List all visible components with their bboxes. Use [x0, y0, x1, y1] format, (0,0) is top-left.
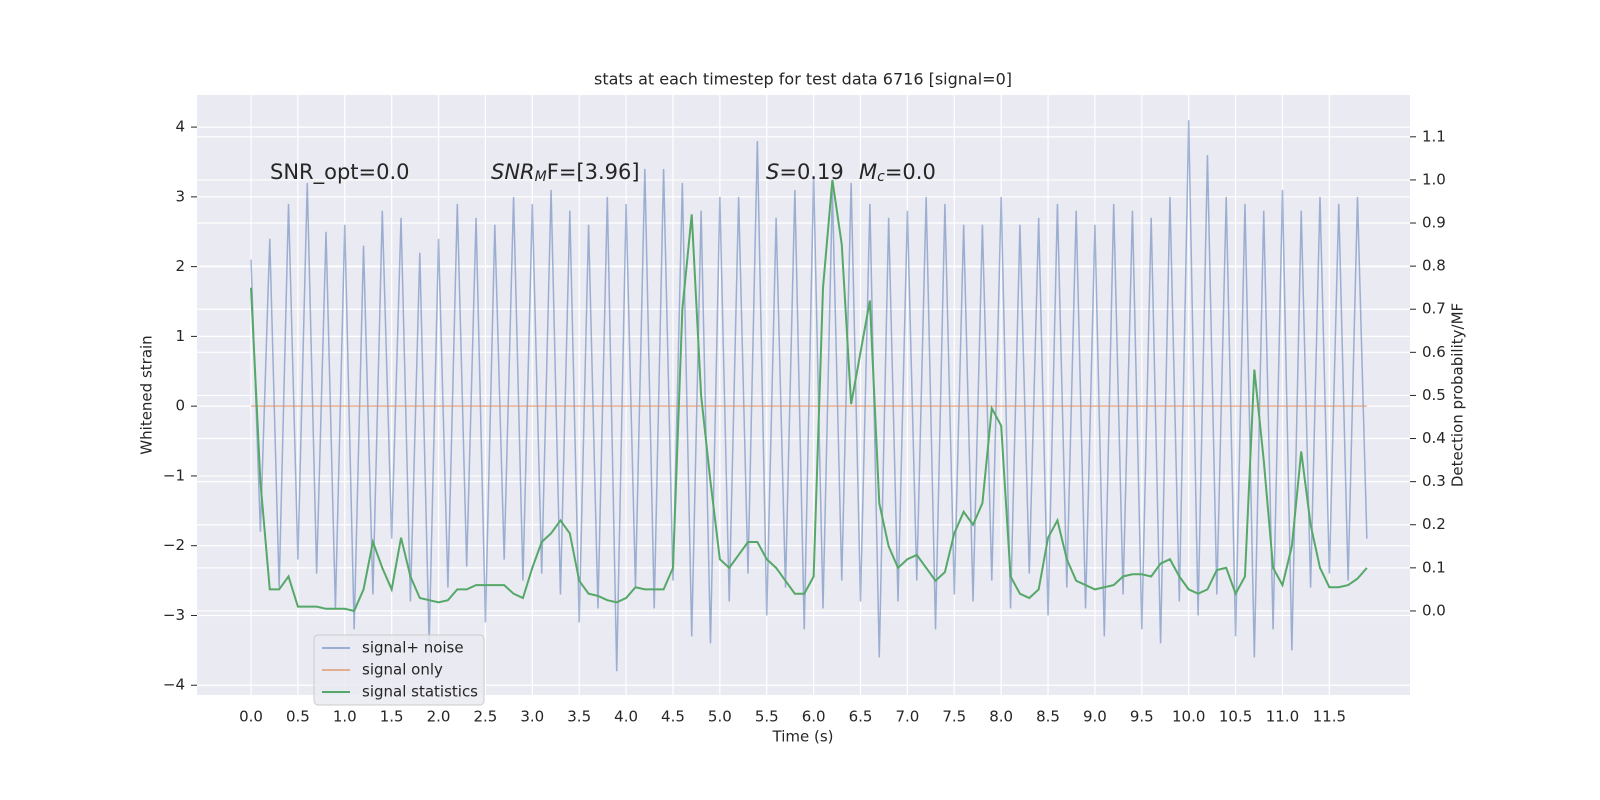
annotation: Mc=0.0 [859, 160, 936, 185]
y2-tick-label: 0.3 [1422, 472, 1446, 490]
y-tick-label: −2 [163, 536, 185, 554]
y2-tick-label: 0.4 [1422, 429, 1446, 447]
x-tick-label: 5.0 [708, 708, 732, 726]
y-tick-label: 0 [175, 397, 185, 415]
y2-tick-label: 0.0 [1422, 601, 1446, 619]
x-tick-label: 11.0 [1266, 708, 1299, 726]
y-tick-label: 3 [175, 187, 185, 205]
x-tick-label: 4.0 [614, 708, 638, 726]
annotation: S=0.19 [766, 160, 844, 184]
y2-tick-label: 1.0 [1422, 170, 1446, 188]
x-tick-label: 3.5 [567, 708, 591, 726]
y-tick-label: −4 [163, 676, 185, 694]
x-tick-label: 11.5 [1313, 708, 1346, 726]
y2-tick-label: 0.8 [1422, 257, 1446, 275]
y2-tick-label: 0.1 [1422, 558, 1446, 576]
y-tick-label: −3 [163, 606, 185, 624]
x-tick-label: 5.5 [755, 708, 779, 726]
annotation: SNRMF=[3.96] [491, 160, 640, 185]
annotation-part: =0.0 [885, 160, 936, 184]
legend-label: signal+ noise [362, 639, 464, 657]
y2-tick-label: 0.6 [1422, 343, 1446, 361]
series-line [250, 120, 1368, 672]
annotation-part: =0.19 [779, 160, 843, 184]
y-tick-label: −1 [163, 466, 185, 484]
series-line [250, 179, 1368, 613]
x-tick-label: 9.5 [1130, 708, 1154, 726]
y2-tick-label: 0.7 [1422, 300, 1446, 318]
annotation-part: c [877, 169, 885, 185]
x-tick-label: 6.0 [802, 708, 826, 726]
y-tick-label: 1 [175, 327, 185, 345]
legend-label: signal statistics [362, 683, 478, 701]
annotation-part: SNR_opt=0.0 [270, 160, 410, 185]
annotation-part: S [766, 160, 779, 184]
x-tick-label: 7.5 [942, 708, 966, 726]
x-tick-label: 2.0 [427, 708, 451, 726]
y-axis-label: Whitened strain [138, 335, 156, 454]
x-tick-label: 1.5 [380, 708, 404, 726]
annotation-part: M [859, 160, 877, 184]
legend-box [313, 634, 485, 706]
x-tick-label: 6.5 [849, 708, 873, 726]
y-tick-label: 2 [175, 257, 185, 275]
x-tick-label: 8.0 [989, 708, 1013, 726]
x-tick-label: 10.0 [1172, 708, 1205, 726]
annotation-part: F=[3.96] [547, 160, 640, 184]
x-tick-label: 0.0 [239, 708, 263, 726]
x-tick-label: 1.0 [333, 708, 357, 726]
x-tick-label: 10.5 [1219, 708, 1252, 726]
x-tick-label: 4.5 [661, 708, 685, 726]
y2-tick-label: 0.9 [1422, 214, 1446, 232]
annotation-part: SNR [491, 160, 535, 184]
x-tick-label: 2.5 [474, 708, 498, 726]
y-tick-label: 4 [175, 118, 185, 136]
x-axis-label: Time (s) [772, 728, 834, 746]
annotation-part: M [535, 169, 547, 185]
x-tick-label: 9.0 [1083, 708, 1107, 726]
y2-axis-label: Detection probability/MF [1449, 303, 1467, 487]
x-tick-label: 0.5 [286, 708, 310, 726]
x-tick-label: 8.5 [1036, 708, 1060, 726]
x-tick-label: 7.0 [895, 708, 919, 726]
y2-tick-label: 0.5 [1422, 386, 1446, 404]
y2-tick-label: 1.1 [1422, 127, 1446, 145]
annotation: SNR_opt=0.0 [270, 160, 410, 185]
legend-label: signal only [362, 661, 443, 679]
chart-title: stats at each timestep for test data 671… [594, 70, 1012, 89]
x-tick-label: 3.0 [520, 708, 544, 726]
y2-tick-label: 0.2 [1422, 515, 1446, 533]
